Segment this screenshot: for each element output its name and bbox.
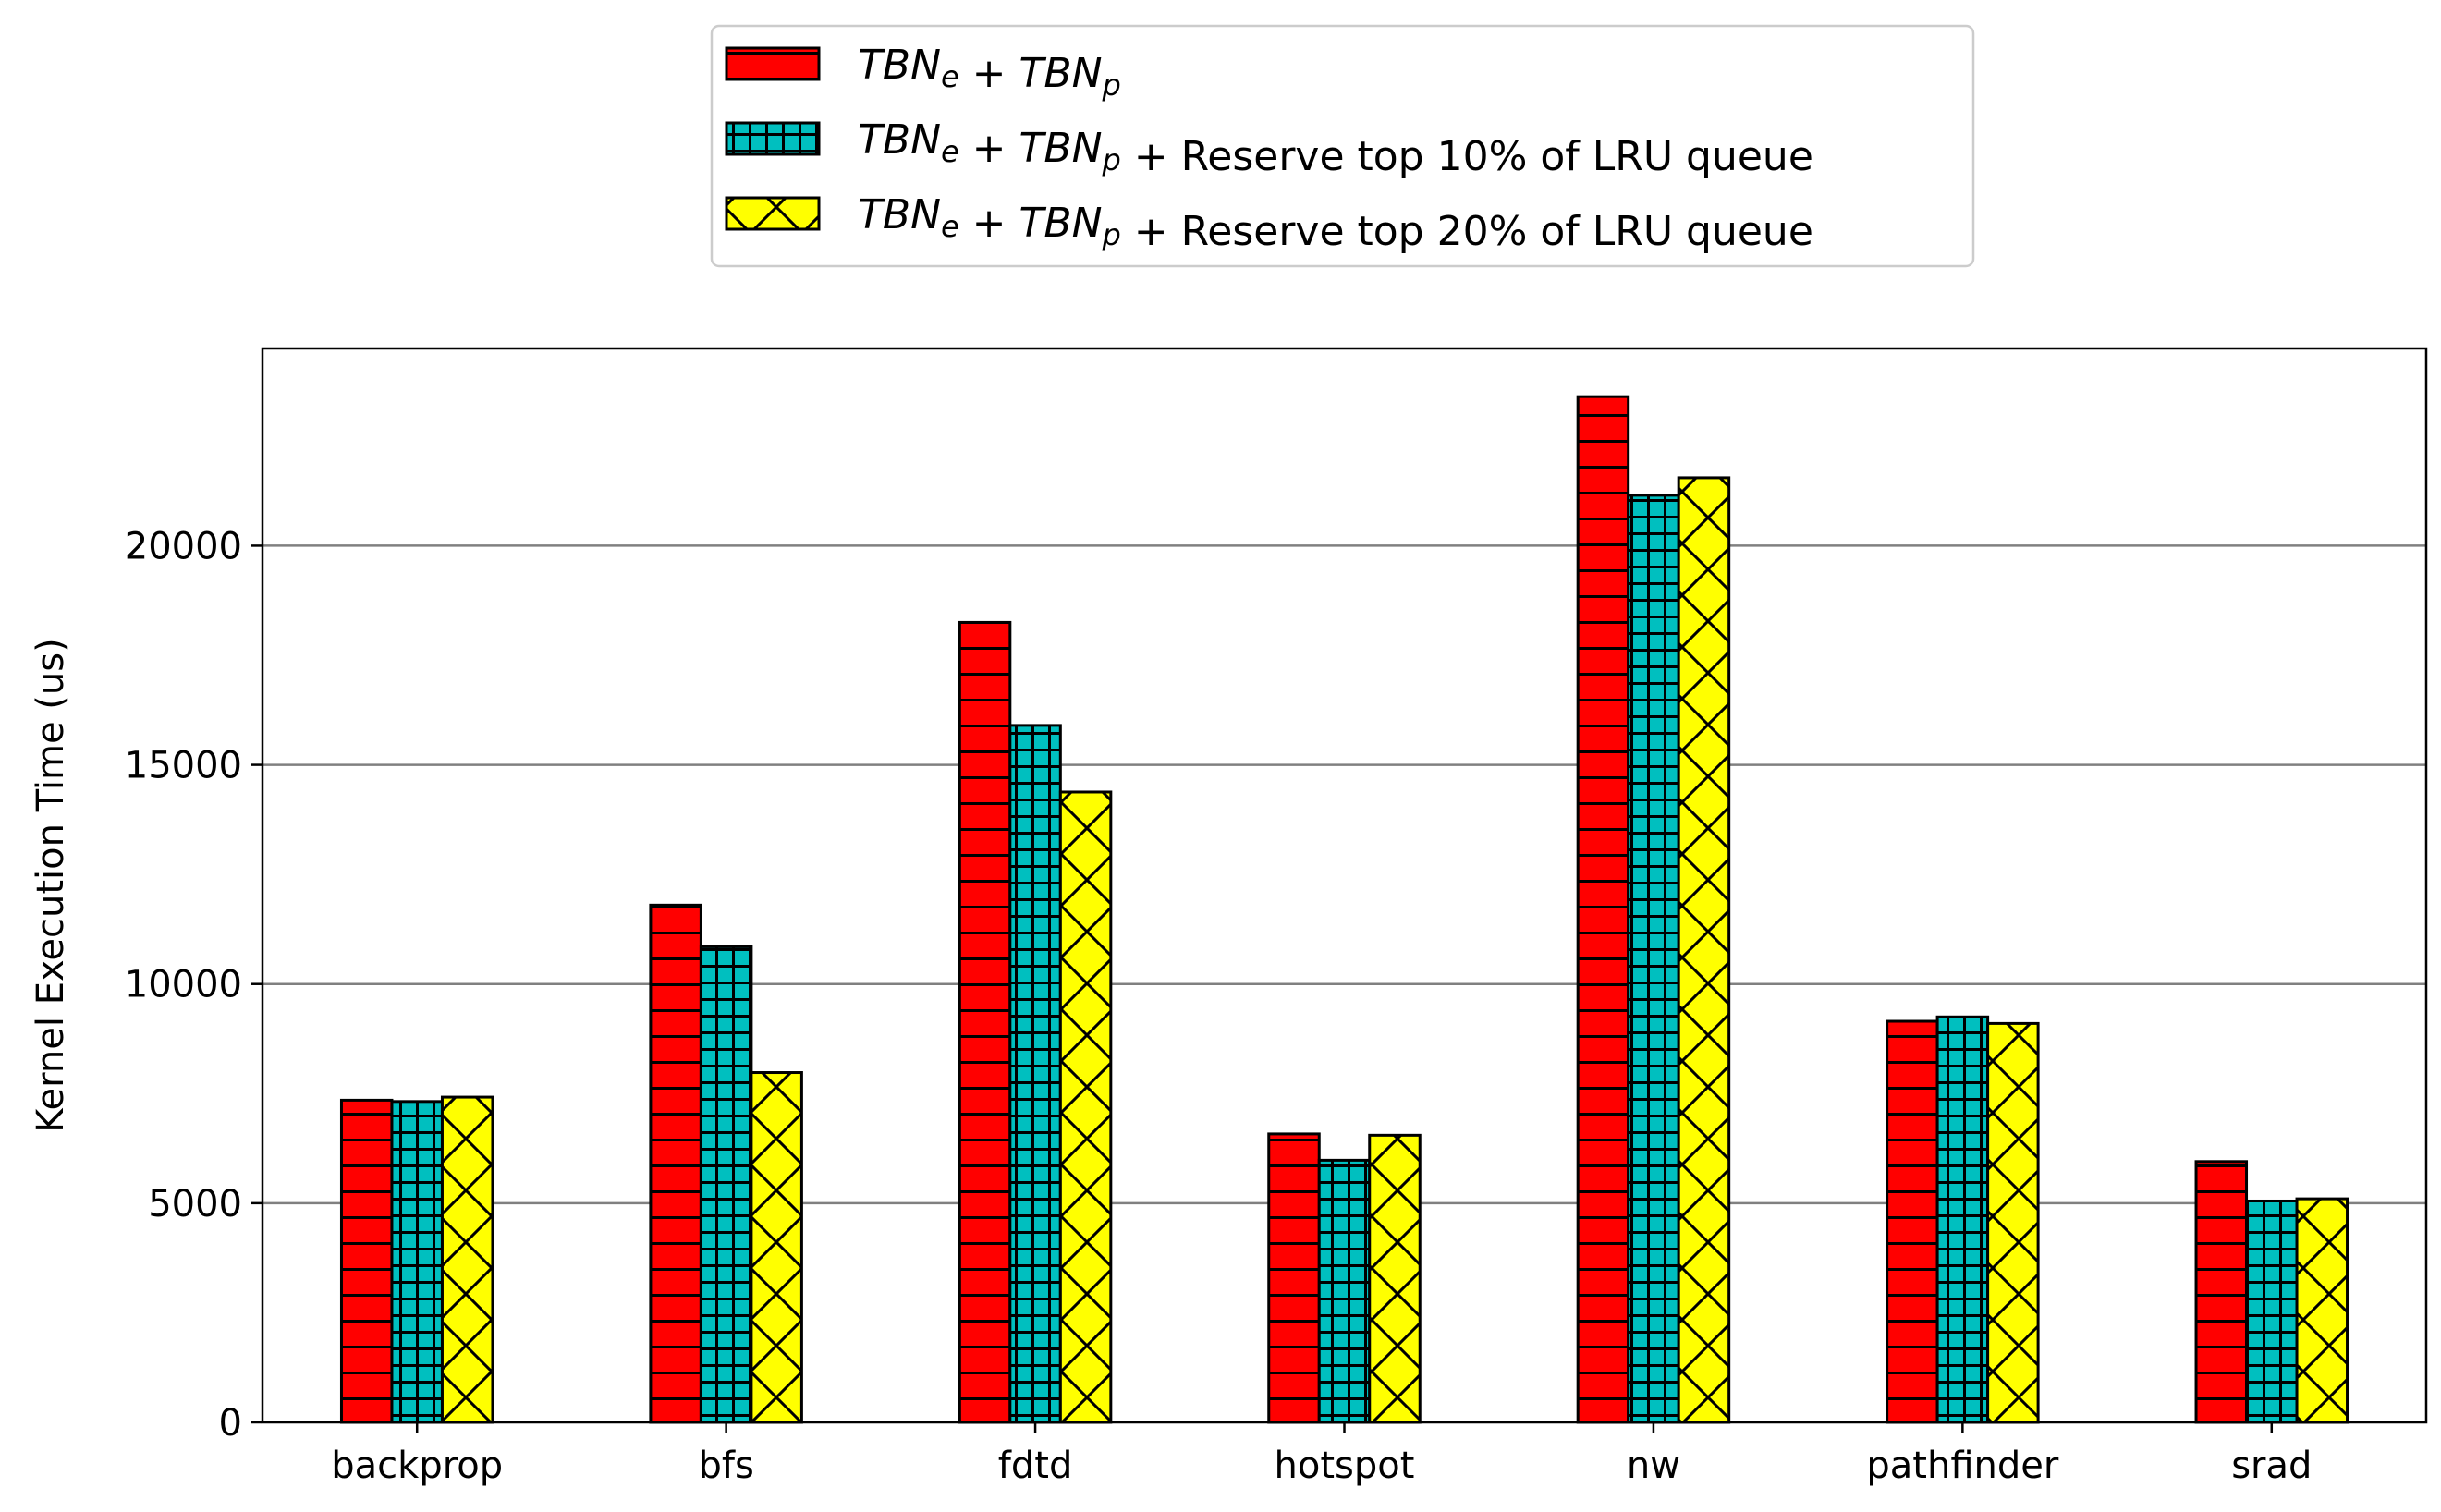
gridlines	[262, 544, 2426, 1205]
legend-text-part: p	[1102, 142, 1121, 177]
legend-swatch-series-3	[725, 196, 821, 231]
bar-srad-series-2	[2245, 1199, 2299, 1424]
bar-bfs-series-2	[699, 945, 753, 1424]
legend-text-part: e	[941, 134, 959, 169]
bar-bfs-series-1	[649, 903, 702, 1424]
x-tick-label: hotspot	[1275, 1445, 1415, 1487]
x-tick-label: pathfinder	[1866, 1445, 2058, 1487]
bar-hotspot-series-3	[1368, 1133, 1422, 1424]
legend-label-series-3: TBNe + TBNp + Reserve top 20% of LRU que…	[858, 191, 1813, 255]
y-tick-label: 5000	[148, 1183, 242, 1225]
legend-text-part: + Reserve top 10% of LRU queue	[1121, 133, 1813, 180]
legend-text-part: p	[1102, 217, 1121, 252]
y-axis-label: Kernel Execution Time (us)	[30, 638, 72, 1132]
bar-srad-series-1	[2194, 1160, 2249, 1424]
bar-pathfinder-series-1	[1886, 1019, 1939, 1424]
legend-text-part: TBN	[1019, 50, 1103, 97]
x-tick-label: bfs	[698, 1445, 753, 1487]
bar-nw-series-3	[1677, 476, 1731, 1424]
y-tick-label: 0	[219, 1402, 242, 1445]
y-tick-label: 15000	[125, 745, 242, 787]
legend-text-part: TBN	[1019, 200, 1103, 247]
legend-text-part: +	[959, 50, 1019, 97]
legend-text-part: e	[941, 209, 959, 244]
bar-srad-series-3	[2295, 1197, 2349, 1424]
bar-hotspot-series-1	[1267, 1132, 1321, 1424]
y-tick-label: 10000	[125, 964, 242, 1006]
legend-text-part: + Reserve top 20% of LRU queue	[1121, 208, 1813, 255]
legend-swatch-series-1	[725, 46, 821, 81]
x-tick-label: srad	[2231, 1445, 2312, 1487]
bar-fdtd-series-1	[958, 620, 1012, 1424]
bars	[339, 395, 2349, 1424]
bar-nw-series-1	[1576, 395, 1630, 1424]
bar-backprop-series-1	[339, 1098, 394, 1424]
bar-backprop-series-3	[440, 1095, 494, 1424]
legend-label-series-1: TBNe + TBNp	[858, 42, 1121, 103]
axis-ticks: 0 5000 10000 15000 20000 backprop bfs fdtd hotsp…	[125, 525, 2313, 1487]
bar-bfs-series-3	[750, 1071, 803, 1424]
x-tick-label: nw	[1627, 1445, 1680, 1487]
bar-hotspot-series-2	[1317, 1158, 1372, 1424]
legend-text-part: TBN	[1019, 125, 1103, 172]
legend-swatch-series-2	[725, 121, 821, 156]
y-tick-label: 20000	[125, 525, 242, 567]
bar-nw-series-2	[1627, 494, 1680, 1424]
bar-pathfinder-series-3	[1986, 1021, 2040, 1424]
legend-text-part: TBN	[858, 191, 941, 238]
legend-text-part: p	[1102, 67, 1121, 103]
legend-text-part: TBN	[858, 42, 941, 89]
x-tick-label: backprop	[331, 1445, 503, 1487]
legend-text-part: +	[959, 200, 1019, 247]
legend-text-part: +	[959, 125, 1019, 172]
legend-text-part: TBN	[858, 116, 941, 164]
legend-text-part: e	[941, 59, 959, 94]
legend-label-series-2: TBNe + TBNp + Reserve top 10% of LRU que…	[858, 116, 1813, 180]
legend-box	[710, 24, 1975, 268]
bar-backprop-series-2	[390, 1100, 444, 1424]
bar-fdtd-series-3	[1058, 790, 1113, 1424]
bar-pathfinder-series-2	[1935, 1015, 1990, 1424]
bar-fdtd-series-2	[1008, 724, 1062, 1424]
x-tick-label: fdtd	[998, 1445, 1073, 1487]
